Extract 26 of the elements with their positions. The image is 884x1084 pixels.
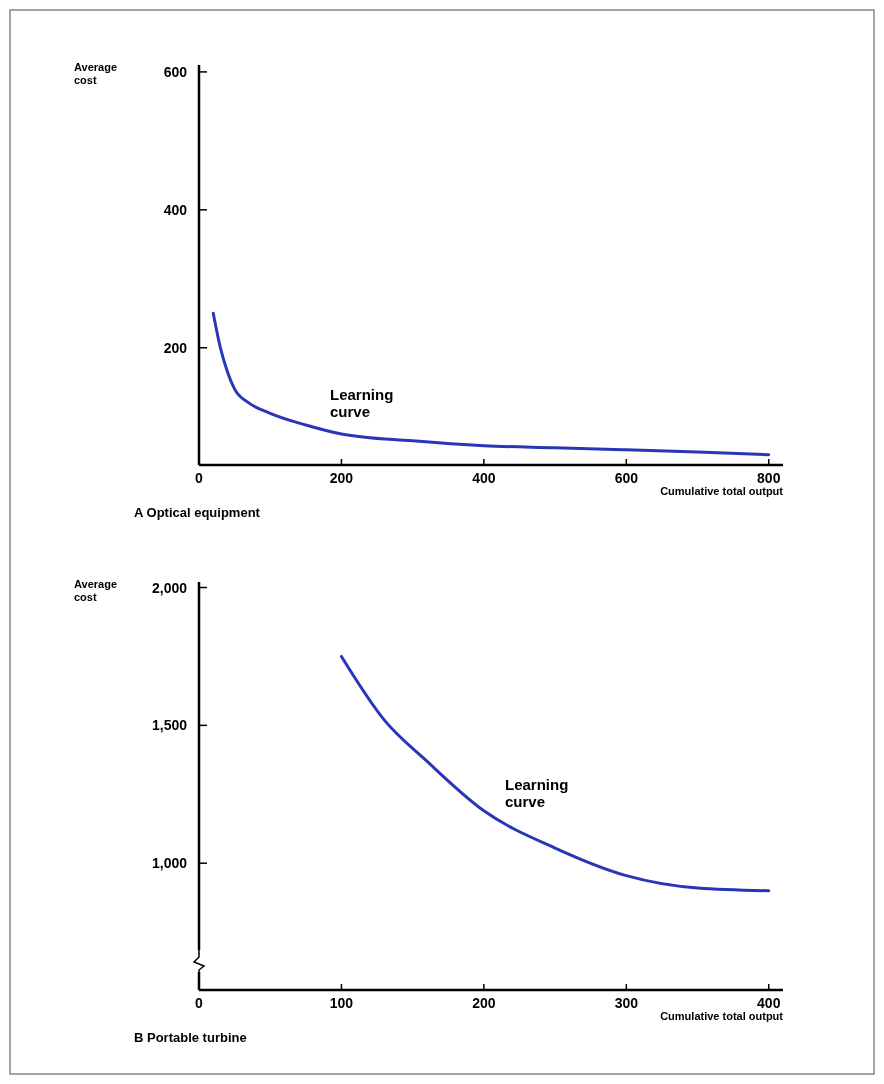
x-tick-label: 200 <box>472 995 496 1011</box>
x-tick-label: 200 <box>329 470 354 486</box>
annotation: Learning curve <box>330 386 398 421</box>
x-tick-label: 0 <box>195 995 204 1011</box>
annotation: Learning curve <box>505 776 573 811</box>
y-tick-label: 600 <box>163 63 188 80</box>
y-tick-label: 200 <box>163 339 188 356</box>
y-tick-label: 2,000 <box>151 579 188 596</box>
text: A Optical equipment <box>134 505 261 520</box>
y-tick-label: 1,500 <box>151 717 188 734</box>
y-axis-title: Average cost <box>74 61 121 86</box>
x-tick-label: 0 <box>195 470 204 486</box>
x-tick-label: 400 <box>757 995 781 1011</box>
x-axis-title: Cumulative total output <box>660 1010 784 1022</box>
y-tick-label: 400 <box>163 201 188 218</box>
x-tick-label: 300 <box>614 995 639 1011</box>
x-axis-title: Cumulative total output <box>660 485 784 497</box>
x-tick-label: 600 <box>614 470 639 486</box>
x-tick-label: 400 <box>472 470 496 486</box>
y-axis-title: Average cost <box>74 578 121 603</box>
line-series <box>339 654 771 893</box>
line-series <box>211 311 771 457</box>
y-tick-label: 1,000 <box>151 855 188 872</box>
x-tick-label: 100 <box>329 995 354 1011</box>
text: B Portable turbine <box>134 1030 247 1045</box>
x-tick-label: 800 <box>757 470 781 486</box>
